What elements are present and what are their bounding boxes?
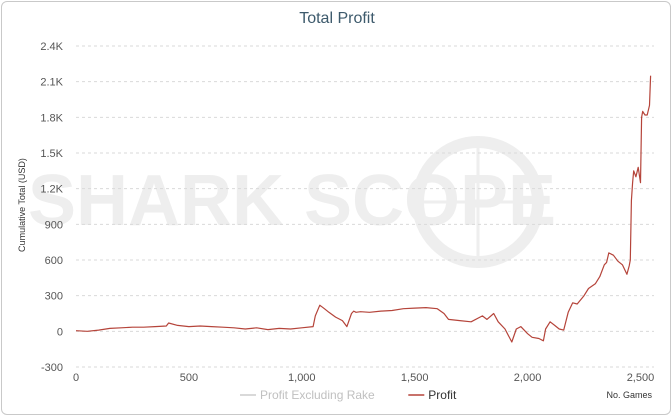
y-axis-ticks: -300 0 300 600 900 1.2K 1.5K 1.8K 2.1K 2.4K	[40, 41, 63, 374]
y-tick-label: 1.2K	[40, 184, 63, 196]
y-tick-label: -300	[41, 362, 63, 374]
series-layer	[75, 75, 652, 343]
chart-title: Total Profit	[299, 10, 375, 27]
legend: Profit Excluding Rake Profit	[240, 388, 457, 402]
y-tick-label: 900	[45, 219, 63, 231]
series-line	[75, 75, 652, 343]
x-tick-label: 1,500	[401, 372, 429, 384]
legend-label: Profit	[428, 388, 457, 402]
y-tick-label: 600	[45, 255, 63, 267]
gridlines	[76, 45, 654, 368]
y-tick-label: 300	[45, 291, 63, 303]
y-tick-label: 0	[57, 326, 63, 338]
x-axis-ticks: 0 500 1,000 1,500 2,000 2,500	[73, 372, 654, 384]
x-axis-title: No. Games	[606, 390, 652, 400]
y-tick-label: 1.8K	[40, 112, 63, 124]
y-tick-label: 2.1K	[40, 77, 63, 89]
x-tick-label: 0	[73, 372, 79, 384]
x-tick-label: 2,500	[627, 372, 655, 384]
watermark-logo: SHARK SCOPE	[28, 136, 556, 268]
legend-label: Profit Excluding Rake	[260, 388, 375, 402]
x-tick-label: 2,000	[514, 372, 542, 384]
x-tick-label: 500	[180, 372, 198, 384]
y-tick-label: 2.4K	[40, 41, 63, 53]
y-tick-label: 1.5K	[40, 148, 63, 160]
y-axis-title: Cumulative Total (USD)	[17, 158, 27, 252]
x-tick-label: 1,000	[288, 372, 316, 384]
